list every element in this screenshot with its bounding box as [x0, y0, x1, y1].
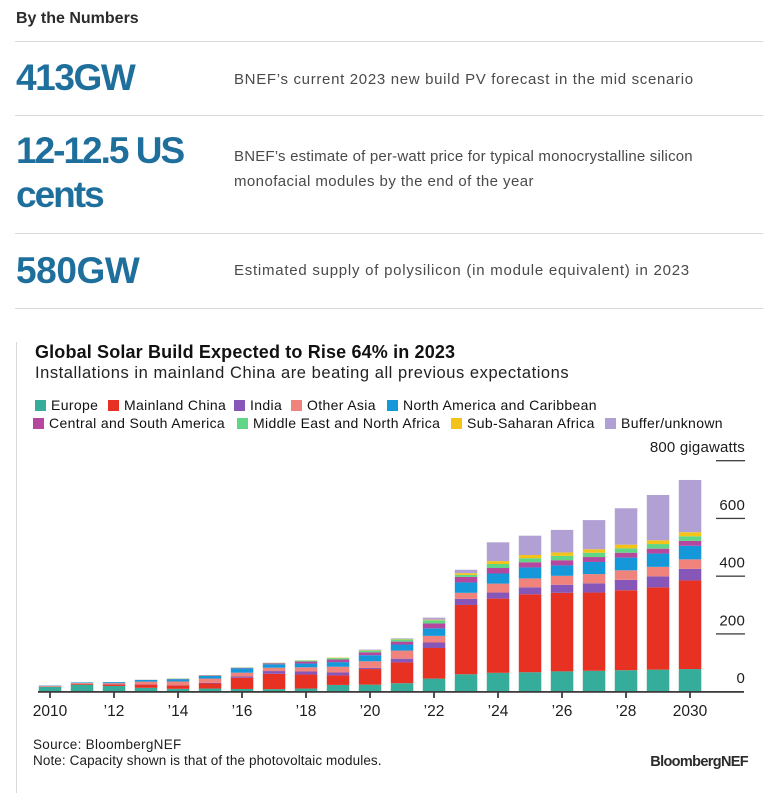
svg-text:’20: ’20 [360, 703, 381, 720]
svg-text:800 gigawatts: 800 gigawatts [650, 440, 745, 456]
svg-text:’28: ’28 [616, 703, 637, 720]
svg-text:’14: ’14 [168, 703, 189, 720]
svg-text:2010: 2010 [33, 703, 68, 720]
svg-text:’24: ’24 [488, 703, 509, 720]
svg-text:’26: ’26 [552, 703, 573, 720]
svg-text:’12: ’12 [104, 703, 125, 720]
svg-text:’16: ’16 [232, 703, 253, 720]
svg-text:’18: ’18 [296, 703, 317, 720]
svg-text:0: 0 [736, 670, 745, 687]
svg-text:400: 400 [719, 555, 745, 572]
svg-text:200: 200 [719, 612, 745, 629]
svg-text:600: 600 [719, 497, 745, 514]
svg-text:’22: ’22 [424, 703, 445, 720]
svg-text:2030: 2030 [673, 703, 708, 720]
